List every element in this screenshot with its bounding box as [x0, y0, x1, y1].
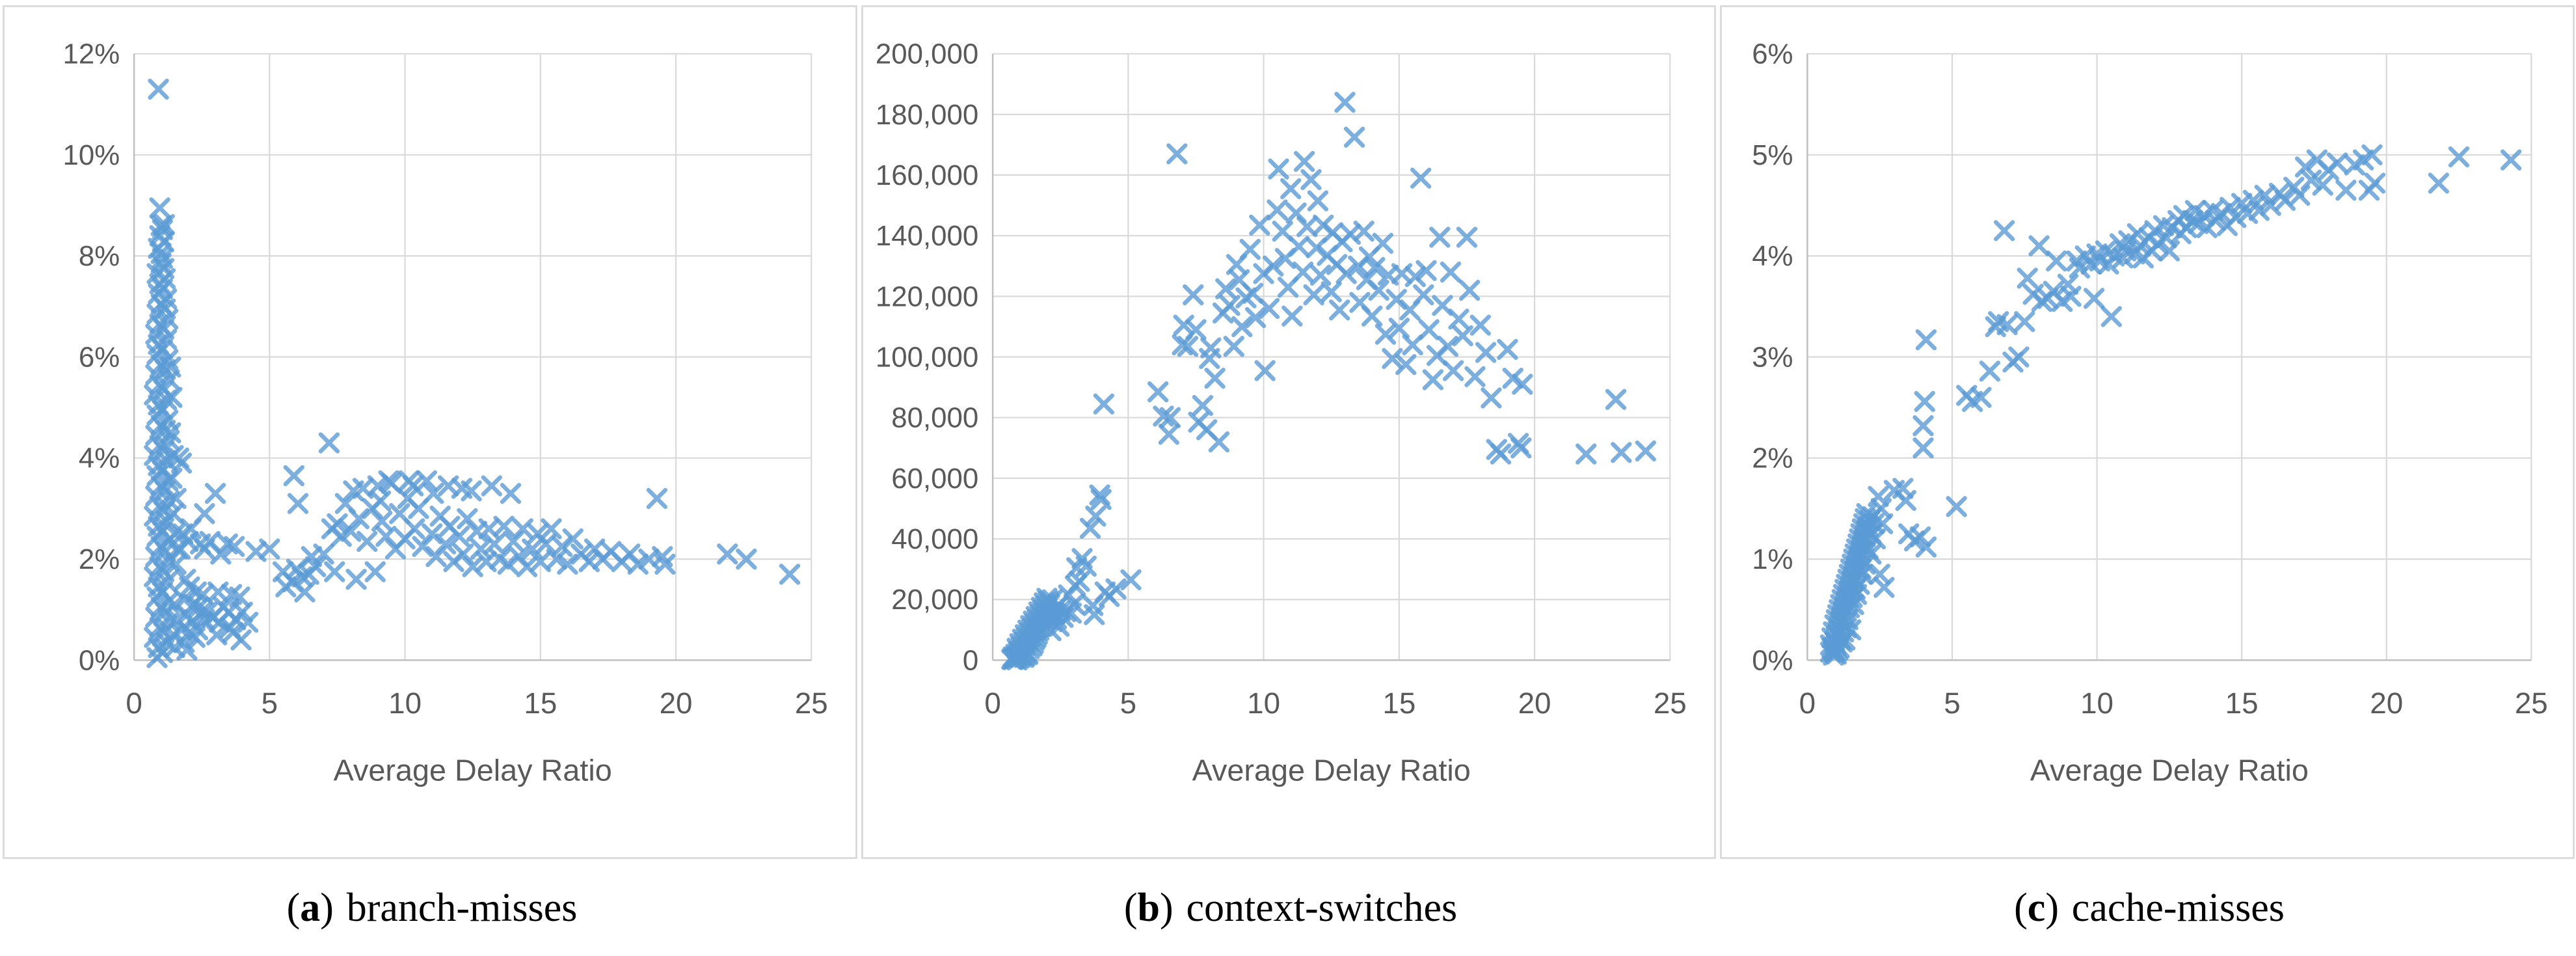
x-tick-label: 5 [1120, 687, 1136, 720]
scatter-chart-cache-misses: 0% 1% 2% 3% 4% 5% 6% 0 5 10 15 20 25 Average Delay Ra… [1752, 38, 2548, 787]
y-tick-label: 100,000 [876, 341, 978, 373]
scatter-points [144, 78, 801, 668]
caption-close-paren: ) [320, 886, 334, 930]
y-tick-label: 60,000 [891, 463, 978, 495]
caption-context-switches: (b) context-switches [861, 866, 1720, 950]
y-tick-label: 0 [963, 644, 978, 676]
x-axis-title: Average Delay Ratio [1192, 754, 1471, 787]
panel-cache-misses: 0% 1% 2% 3% 4% 5% 6% 0 5 10 15 20 25 Average Delay Ra… [1720, 5, 2575, 859]
x-tick-label: 5 [262, 687, 278, 720]
scatter-points [1001, 92, 1656, 671]
caption-close-paren: ) [1160, 886, 1174, 930]
y-tick-label: 0% [1752, 644, 1793, 676]
x-tick-label: 0 [126, 687, 142, 720]
y-tick-label: 160,000 [876, 159, 978, 191]
y-tick-label: 6% [79, 341, 120, 373]
y-tick-label: 8% [79, 240, 120, 272]
caption-letter: a [300, 886, 321, 930]
panel-context-switches: 0 20,000 40,000 60,000 80,000 100,000 120,000 1… [861, 5, 1716, 859]
y-tick-label: 40,000 [891, 523, 978, 555]
x-tick-label: 25 [795, 687, 828, 720]
y-tick-label: 12% [63, 38, 120, 70]
y-tick-label: 10% [63, 139, 120, 171]
x-tick-label: 10 [2080, 687, 2113, 720]
x-tick-label: 0 [984, 687, 1000, 720]
y-tick-label: 2% [1752, 443, 1793, 474]
x-tick-label: 15 [524, 687, 557, 720]
caption-cache-misses: (c) cache-misses [1720, 866, 2576, 950]
x-tick-label: 0 [1799, 687, 1816, 720]
scatter-chart-context-switches: 0 20,000 40,000 60,000 80,000 100,000 120,000 1… [876, 38, 1687, 787]
y-tick-label: 6% [1752, 38, 1793, 70]
y-tick-label: 180,000 [876, 99, 978, 131]
caption-letter: b [1137, 886, 1160, 930]
x-tick-label: 20 [1518, 687, 1551, 720]
y-tick-label: 2% [79, 543, 120, 575]
y-tick-label: 4% [1752, 240, 1793, 272]
scatter-chart-branch-misses: 0% 2% 4% 6% 8% 10% 12% 0 5 10 15 20 25 Average Delay … [63, 38, 828, 787]
y-tick-label: 3% [1752, 341, 1793, 373]
x-tick-label: 15 [2225, 687, 2259, 720]
x-axis-title: Average Delay Ratio [2030, 754, 2309, 787]
caption-open-paren: ( [2014, 886, 2028, 930]
x-tick-label: 10 [388, 687, 422, 720]
panel-branch-misses: 0% 2% 4% 6% 8% 10% 12% 0 5 10 15 20 25 Average Delay … [3, 5, 857, 859]
y-tick-label: 0% [79, 644, 120, 676]
y-tick-label: 140,000 [876, 220, 978, 252]
x-tick-label: 5 [1944, 687, 1960, 720]
x-tick-label: 10 [1247, 687, 1280, 720]
x-tick-label: 20 [660, 687, 693, 720]
caption-label: cache-misses [2071, 886, 2285, 930]
y-tick-label: 200,000 [876, 38, 978, 70]
y-tick-label: 1% [1752, 543, 1793, 575]
y-tick-label: 20,000 [891, 584, 978, 616]
x-tick-label: 25 [2515, 687, 2548, 720]
caption-label: context-switches [1186, 886, 1458, 930]
caption-open-paren: ( [1123, 886, 1138, 930]
x-tick-label: 25 [1654, 687, 1687, 720]
y-tick-label: 80,000 [891, 402, 978, 434]
x-tick-label: 20 [2370, 687, 2403, 720]
x-axis-title: Average Delay Ratio [334, 754, 612, 787]
caption-letter: c [2027, 886, 2046, 930]
caption-label: branch-misses [346, 886, 578, 930]
caption-open-paren: ( [286, 886, 301, 930]
x-tick-label: 15 [1382, 687, 1415, 720]
caption-close-paren: ) [2045, 886, 2059, 930]
y-tick-label: 4% [79, 443, 120, 474]
caption-branch-misses: (a) branch-misses [3, 866, 861, 950]
y-tick-label: 120,000 [876, 280, 978, 312]
scatter-points [1819, 144, 2522, 666]
y-tick-label: 5% [1752, 139, 1793, 171]
